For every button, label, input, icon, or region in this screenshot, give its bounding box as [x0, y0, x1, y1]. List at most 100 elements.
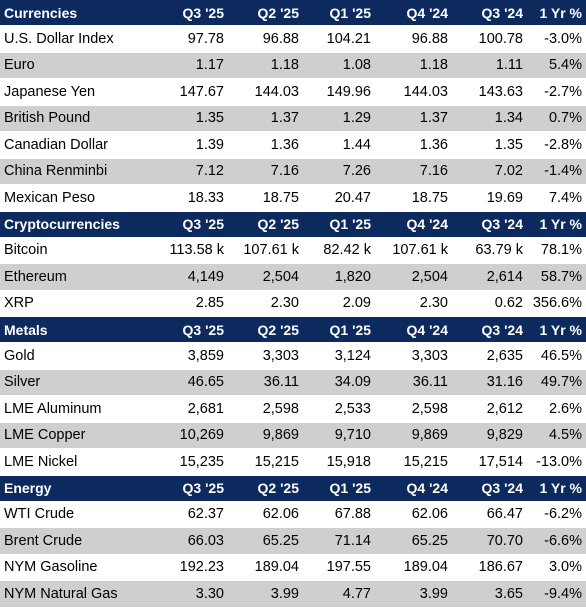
value-cell: 31.16: [452, 369, 527, 396]
column-header: Q2 '25: [228, 211, 303, 238]
section-header: Currencies Q3 '25 Q2 '25 Q1 '25 Q4 '24 Q3 '24…: [0, 0, 586, 26]
value-cell: 1.34: [452, 105, 527, 132]
value-cell: 7.16: [375, 158, 452, 185]
change-cell: -13.0%: [527, 448, 586, 476]
table-row: Euro 1.17 1.18 1.08 1.18 1.11 5.4%: [0, 52, 586, 79]
value-cell: 96.88: [375, 25, 452, 53]
value-cell: 67.88: [303, 501, 375, 528]
table-row: Canadian Dollar 1.39 1.36 1.44 1.36 1.35 -2.8%: [0, 131, 586, 159]
column-header: Q3 '25: [148, 475, 228, 502]
table-row: U.S. Dollar Index 97.78 96.88 104.21 96.88 10…: [0, 25, 586, 53]
value-cell: 62.06: [375, 501, 452, 528]
change-cell: 356.6%: [527, 290, 586, 317]
column-header: Q4 '24: [375, 475, 452, 502]
value-cell: 20.47: [303, 184, 375, 212]
change-cell: 78.1%: [527, 237, 586, 264]
value-cell: 7.26: [303, 158, 375, 185]
value-cell: 36.11: [228, 369, 303, 396]
table-row: LME Nickel 15,235 15,215 15,918 15,215 17,514…: [0, 448, 586, 476]
value-cell: 2,598: [228, 395, 303, 423]
value-cell: 197.55: [303, 554, 375, 581]
change-cell: -9.4%: [527, 580, 586, 608]
value-cell: 1.17: [148, 52, 228, 79]
value-cell: 3.30: [148, 580, 228, 608]
column-header: Q3 '24: [452, 316, 527, 343]
value-cell: 7.16: [228, 158, 303, 185]
table-row: LME Aluminum 2,681 2,598 2,533 2,598 2,612 2.6…: [0, 395, 586, 423]
change-cell: 5.4%: [527, 52, 586, 79]
value-cell: 66.47: [452, 501, 527, 528]
table-row: Silver 46.65 36.11 34.09 36.11 31.16 49.7%: [0, 369, 586, 396]
table-row: NYM Gasoline 192.23 189.04 197.55 189.04 186.…: [0, 554, 586, 581]
value-cell: 9,829: [452, 422, 527, 449]
row-label: Brent Crude: [0, 527, 148, 555]
column-header: Q3 '25: [148, 211, 228, 238]
section-header: Energy Q3 '25 Q2 '25 Q1 '25 Q4 '24 Q3 '24 1 Yr…: [0, 475, 586, 502]
table-row: WTI Crude 62.37 62.06 67.88 62.06 66.47 -6.2%: [0, 501, 586, 528]
change-cell: 3.0%: [527, 554, 586, 581]
value-cell: 15,215: [228, 448, 303, 476]
column-header: 1 Yr %: [527, 0, 586, 26]
value-cell: 2,504: [375, 263, 452, 291]
table-row: Bitcoin 113.58 k 107.61 k 82.42 k 107.61 k 63…: [0, 237, 586, 264]
value-cell: 107.61 k: [375, 237, 452, 264]
column-header: Q3 '25: [148, 316, 228, 343]
value-cell: 97.78: [148, 25, 228, 53]
value-cell: 0.62: [452, 290, 527, 317]
value-cell: 1.08: [303, 52, 375, 79]
value-cell: 2,598: [375, 395, 452, 423]
section-header: Cryptocurrencies Q3 '25 Q2 '25 Q1 '25 Q4 '24…: [0, 211, 586, 238]
value-cell: 2,681: [148, 395, 228, 423]
value-cell: 18.75: [228, 184, 303, 212]
value-cell: 1.35: [148, 105, 228, 132]
section-header: Metals Q3 '25 Q2 '25 Q1 '25 Q4 '24 Q3 '24 1 Yr…: [0, 316, 586, 343]
value-cell: 2,533: [303, 395, 375, 423]
value-cell: 62.37: [148, 501, 228, 528]
row-label: Silver: [0, 369, 148, 396]
change-cell: 49.7%: [527, 369, 586, 396]
value-cell: 2.09: [303, 290, 375, 317]
value-cell: 15,235: [148, 448, 228, 476]
change-cell: 7.4%: [527, 184, 586, 212]
table-row: XRP 2.85 2.30 2.09 2.30 0.62 356.6%: [0, 290, 586, 317]
value-cell: 3.99: [375, 580, 452, 608]
section-title: Cryptocurrencies: [0, 211, 148, 238]
column-header: Q2 '25: [228, 316, 303, 343]
section-title: Metals: [0, 316, 148, 343]
table-row: China Renminbi 7.12 7.16 7.26 7.16 7.02 -1.4%: [0, 158, 586, 185]
column-header: Q3 '24: [452, 0, 527, 26]
value-cell: 15,215: [375, 448, 452, 476]
row-label: Ethereum: [0, 263, 148, 291]
value-cell: 147.67: [148, 78, 228, 106]
row-label: Mexican Peso: [0, 184, 148, 212]
row-label: Japanese Yen: [0, 78, 148, 106]
value-cell: 1,820: [303, 263, 375, 291]
change-cell: -2.8%: [527, 131, 586, 159]
row-label: British Pound: [0, 105, 148, 132]
table-row: Japanese Yen 147.67 144.03 149.96 144.03 143.…: [0, 78, 586, 106]
value-cell: 2,635: [452, 342, 527, 370]
value-cell: 65.25: [228, 527, 303, 555]
value-cell: 1.37: [228, 105, 303, 132]
value-cell: 1.37: [375, 105, 452, 132]
value-cell: 2.30: [228, 290, 303, 317]
value-cell: 82.42 k: [303, 237, 375, 264]
value-cell: 149.96: [303, 78, 375, 106]
value-cell: 7.12: [148, 158, 228, 185]
column-header: 1 Yr %: [527, 475, 586, 502]
section-title: Energy: [0, 475, 148, 502]
table-row: Ethereum 4,149 2,504 1,820 2,504 2,614 58.7%: [0, 263, 586, 291]
column-header: Q3 '24: [452, 475, 527, 502]
column-header: Q1 '25: [303, 0, 375, 26]
column-header: Q1 '25: [303, 316, 375, 343]
column-header: Q2 '25: [228, 475, 303, 502]
value-cell: 189.04: [228, 554, 303, 581]
table-row: Mexican Peso 18.33 18.75 20.47 18.75 19.69 7.4…: [0, 184, 586, 212]
column-header: Q1 '25: [303, 475, 375, 502]
value-cell: 65.25: [375, 527, 452, 555]
value-cell: 19.69: [452, 184, 527, 212]
value-cell: 10,269: [148, 422, 228, 449]
row-label: U.S. Dollar Index: [0, 25, 148, 53]
table-row: British Pound 1.35 1.37 1.29 1.37 1.34 0.7%: [0, 105, 586, 132]
row-label: Bitcoin: [0, 237, 148, 264]
